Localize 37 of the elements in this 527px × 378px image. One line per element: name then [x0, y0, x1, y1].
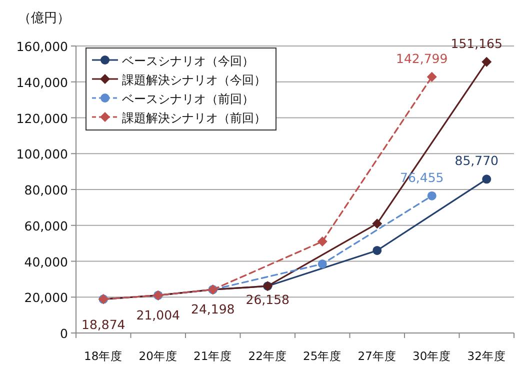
point: [482, 174, 492, 184]
data-label: 85,770: [454, 153, 499, 168]
y-tick-label: 0: [60, 326, 68, 341]
x-tick-label: 32年度: [467, 349, 506, 363]
point: [426, 72, 437, 82]
x-tick-label: 30年度: [412, 349, 452, 363]
y-tick-label: 120,000: [16, 110, 68, 126]
point: [427, 191, 436, 200]
point: [317, 236, 328, 247]
legend-label: ベースシナリオ（前回）: [122, 92, 254, 106]
point: [372, 246, 382, 255]
y-tick-label: 40,000: [24, 254, 68, 270]
point: [482, 56, 492, 67]
data-label: 26,158: [246, 292, 290, 308]
point: [318, 259, 327, 268]
y-tick-label: 60,000: [24, 218, 68, 234]
y-tick-label: 160,000: [16, 39, 68, 54]
y-tick-label: 80,000: [24, 182, 68, 198]
y-tick-label: 20,000: [24, 290, 68, 306]
x-tick-label: 22年度: [248, 349, 287, 363]
x-tick-label: 20年度: [138, 349, 178, 363]
data-label: 151,165: [450, 36, 502, 51]
x-tick-label: 25年度: [303, 349, 342, 363]
data-label: 142,799: [396, 50, 448, 66]
data-label: 18,874: [82, 317, 126, 332]
legend-label: ベースシナリオ（今回）: [122, 54, 254, 68]
legend-label: 課題解決シナリオ（前回）: [122, 111, 266, 125]
x-tick-label: 27年度: [358, 349, 396, 363]
x-tick-label: 18年度: [84, 349, 123, 363]
data-label: 24,198: [191, 302, 235, 317]
x-tick-label: 21年度: [194, 349, 232, 363]
y-tick-label: 140,000: [16, 74, 68, 90]
y-tick-label: 100,000: [16, 146, 68, 162]
y-axis-title: （億円）: [18, 11, 70, 26]
point: [372, 218, 382, 229]
legend-label: 課題解決シナリオ（今回）: [122, 73, 266, 87]
data-label: 21,004: [136, 307, 180, 322]
